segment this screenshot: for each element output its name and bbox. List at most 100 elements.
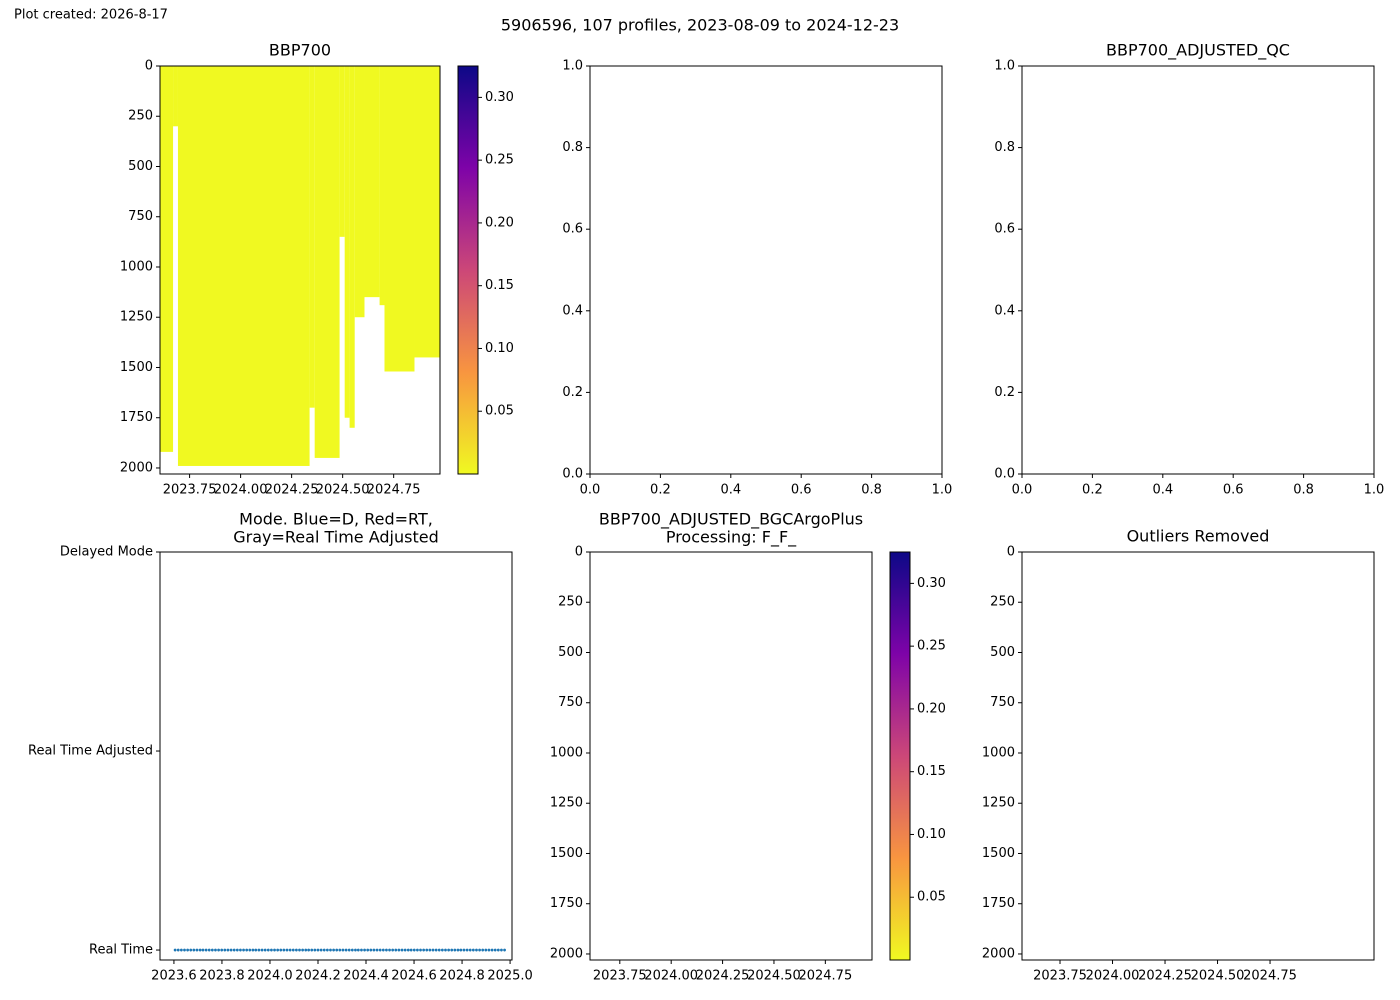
depth-column xyxy=(344,66,350,418)
profile-dot xyxy=(201,948,205,952)
colorbar-tick-label: 0.10 xyxy=(485,341,514,356)
profile-dot xyxy=(354,948,357,952)
figure-title: 5906596, 107 profiles, 2023-08-09 to 202… xyxy=(501,16,899,35)
y-tick-label: 1500 xyxy=(120,360,153,375)
y-tick-label: 1.0 xyxy=(562,59,583,74)
profile-dot xyxy=(409,948,413,952)
profile-dot xyxy=(500,948,503,952)
depth-column xyxy=(379,66,385,306)
x-tick-label: 2024.75 xyxy=(367,483,421,498)
profile-dot xyxy=(189,948,193,952)
profile-dot xyxy=(322,948,326,952)
y-tick-label: Real Time xyxy=(89,943,153,958)
profile-dot xyxy=(412,948,416,952)
axes-frame xyxy=(159,551,513,961)
depth-column xyxy=(309,66,315,408)
profile-dot xyxy=(186,948,190,952)
profile-dot xyxy=(493,948,497,952)
y-tick-label: 750 xyxy=(128,209,153,224)
y-tick-label: 750 xyxy=(558,695,583,710)
profile-dot xyxy=(217,948,220,952)
profile-dot xyxy=(363,948,366,952)
profile-dot xyxy=(415,948,419,952)
x-tick-label: 1.0 xyxy=(1364,483,1385,498)
axes-frame xyxy=(1021,65,1375,475)
profile-dot xyxy=(332,948,335,952)
profile-dot xyxy=(385,948,388,952)
depth-column xyxy=(364,66,380,298)
x-tick-label: 2024.00 xyxy=(644,969,698,984)
colorbar xyxy=(457,65,479,475)
profile-dot xyxy=(468,948,472,952)
profile-dot xyxy=(291,948,295,952)
profile-dot xyxy=(183,948,186,952)
profile-dot xyxy=(273,948,276,952)
y-tick-label: 0.0 xyxy=(994,467,1015,482)
profile-dot xyxy=(437,948,441,952)
x-tick-label: 2024.2 xyxy=(295,969,341,984)
colorbar-tick-label: 0.30 xyxy=(917,576,946,591)
y-tick-label: 0 xyxy=(1007,545,1015,560)
y-tick-label: 1250 xyxy=(982,796,1015,811)
profile-dot xyxy=(388,948,391,952)
profile-dot xyxy=(356,948,360,952)
x-tick-label: 0.2 xyxy=(1082,483,1103,498)
x-tick-label: 0.0 xyxy=(580,483,601,498)
profile-dot xyxy=(372,948,376,952)
profile-dot xyxy=(369,948,373,952)
profile-dot xyxy=(329,948,332,952)
y-tick-label: 0.8 xyxy=(562,140,583,155)
profile-dot xyxy=(459,948,463,952)
y-tick-label: 250 xyxy=(128,109,153,124)
profile-dot xyxy=(453,948,457,952)
profile-dot xyxy=(220,948,224,952)
y-tick-label: 250 xyxy=(990,595,1015,610)
y-tick-label: 0.2 xyxy=(562,385,583,400)
profile-dot xyxy=(378,948,382,952)
profile-dot xyxy=(325,948,329,952)
x-tick-label: 1.0 xyxy=(932,483,953,498)
x-tick-label: 2023.6 xyxy=(151,969,197,984)
profile-dot xyxy=(266,948,270,952)
panel-title: Gray=Real Time Adjusted xyxy=(233,528,439,547)
profile-dot xyxy=(214,948,217,952)
profile-dot xyxy=(288,948,292,952)
profile-dot xyxy=(366,948,370,952)
colorbar-tick-label: 0.30 xyxy=(485,90,514,105)
x-tick-label: 0.6 xyxy=(1223,483,1244,498)
y-tick-label: 1000 xyxy=(982,745,1015,760)
profile-dot xyxy=(285,948,289,952)
depth-column xyxy=(354,66,365,318)
profile-dot xyxy=(235,948,239,952)
y-tick-label: 0.6 xyxy=(994,222,1015,237)
y-tick-label: 0 xyxy=(145,59,153,74)
y-tick-label: 500 xyxy=(128,159,153,174)
colorbar-tick-label: 0.05 xyxy=(917,890,946,905)
y-tick-label: 1500 xyxy=(550,846,583,861)
profile-dot xyxy=(425,948,429,952)
y-tick-label: 500 xyxy=(990,645,1015,660)
profile-dot xyxy=(465,948,469,952)
x-tick-label: 2024.00 xyxy=(214,483,268,498)
profile-dot xyxy=(223,948,227,952)
profile-dot xyxy=(475,948,478,952)
y-tick-label: 0.2 xyxy=(994,385,1015,400)
y-tick-label: 750 xyxy=(990,695,1015,710)
panel-title: BBP700_ADJUSTED_QC xyxy=(1106,41,1290,61)
y-tick-label: 1.0 xyxy=(994,59,1015,74)
profile-dot xyxy=(406,948,410,952)
x-tick-label: 2024.25 xyxy=(696,969,750,984)
colorbar-tick-label: 0.05 xyxy=(485,404,514,419)
profile-dot xyxy=(431,948,435,952)
profile-dot xyxy=(496,948,500,952)
profile-dot xyxy=(313,948,317,952)
y-tick-label: 1000 xyxy=(120,259,153,274)
y-tick-label: Delayed Mode xyxy=(60,545,153,560)
x-tick-label: 2024.8 xyxy=(439,969,485,984)
depth-column xyxy=(384,66,415,372)
x-tick-label: 2024.75 xyxy=(798,969,852,984)
y-tick-label: 0.8 xyxy=(994,140,1015,155)
profile-dot xyxy=(450,948,454,952)
x-tick-label: 2024.6 xyxy=(391,969,437,984)
panel-title: Processing: F_F_ xyxy=(666,528,797,548)
